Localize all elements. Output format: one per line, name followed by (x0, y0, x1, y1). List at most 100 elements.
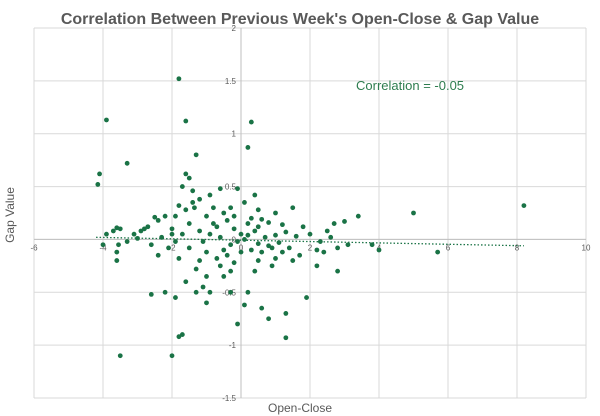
data-point (266, 316, 271, 322)
correlation-annotation: Correlation = -0.05 (356, 78, 464, 93)
data-point (290, 258, 296, 263)
data-point (179, 184, 185, 189)
data-point (255, 207, 261, 213)
data-point (204, 274, 209, 279)
data-point (197, 228, 203, 234)
gridlines (33, 27, 587, 399)
data-point (169, 353, 175, 359)
data-point (186, 175, 192, 181)
data-point (186, 245, 192, 251)
data-point (200, 239, 206, 244)
x-tick-label: -2 (168, 243, 176, 252)
y-tick-label: 2 (232, 24, 237, 33)
data-point (131, 231, 137, 237)
data-point (145, 224, 151, 230)
data-point (179, 332, 185, 337)
y-tick-label: 1.5 (225, 77, 237, 86)
data-point (342, 219, 347, 224)
data-point (280, 222, 285, 228)
data-point (259, 216, 265, 222)
data-point (193, 289, 199, 295)
data-point (331, 221, 337, 226)
trendline (96, 236, 524, 247)
data-point (221, 210, 227, 216)
chart-title: Correlation Between Previous Week's Open… (61, 11, 539, 28)
data-point (304, 295, 309, 300)
data-point (252, 268, 258, 274)
data-point (186, 221, 192, 226)
data-point (376, 247, 382, 253)
x-tick-label: 8 (515, 243, 520, 252)
data-point (228, 205, 234, 211)
data-point (173, 213, 178, 219)
data-point (300, 224, 306, 230)
data-point (245, 289, 251, 295)
data-point (252, 228, 258, 234)
data-point (269, 245, 275, 251)
data-point (231, 260, 237, 266)
data-point (183, 171, 189, 177)
data-point (97, 171, 102, 177)
data-point (245, 221, 251, 226)
data-point (104, 117, 109, 123)
y-axis-title: Gap Value (3, 187, 17, 243)
data-point (248, 247, 254, 253)
data-point (193, 152, 199, 158)
data-point (242, 237, 247, 242)
data-point (266, 243, 271, 249)
data-point (183, 118, 189, 124)
data-point (207, 192, 213, 198)
data-point (335, 268, 340, 274)
data-point (173, 239, 178, 244)
data-point (211, 205, 216, 211)
data-point (148, 242, 154, 248)
data-point (224, 252, 230, 258)
x-tick-label: -6 (30, 243, 38, 252)
data-point (293, 233, 299, 239)
data-point (176, 334, 182, 340)
data-point (142, 226, 147, 232)
data-point (228, 242, 234, 248)
data-point (190, 188, 196, 194)
data-point (110, 228, 116, 234)
data-point (314, 263, 320, 269)
data-point (255, 241, 261, 247)
data-point (114, 258, 120, 263)
data-point (192, 205, 197, 211)
data-point (159, 234, 165, 240)
data-point (259, 249, 265, 255)
data-point (197, 196, 203, 202)
data-point (204, 300, 209, 306)
data-point (179, 231, 185, 237)
data-point (435, 249, 441, 255)
data-point (248, 119, 254, 125)
data-point (214, 256, 220, 261)
data-point (211, 221, 216, 226)
data-point (231, 226, 237, 232)
x-tick-label: 10 (582, 243, 591, 252)
data-point (252, 192, 258, 198)
data-point (207, 289, 213, 295)
data-point (266, 220, 271, 225)
data-point (345, 242, 351, 248)
data-point (114, 249, 120, 255)
data-point (259, 305, 265, 311)
trendline-group (96, 236, 524, 247)
data-point (235, 321, 240, 327)
data-point (317, 239, 323, 244)
data-point (328, 234, 334, 240)
data-point (169, 231, 175, 237)
data-point (193, 266, 199, 272)
data-point (255, 258, 261, 263)
y-tick-label: 1 (232, 130, 237, 139)
axes (34, 28, 586, 398)
data-point (276, 240, 282, 246)
data-point (117, 353, 123, 359)
data-point (204, 213, 209, 219)
data-point (197, 258, 203, 263)
data-point (255, 224, 261, 230)
x-tick-label: 2 (308, 243, 313, 252)
data-point (228, 289, 234, 295)
data-point (183, 279, 189, 285)
